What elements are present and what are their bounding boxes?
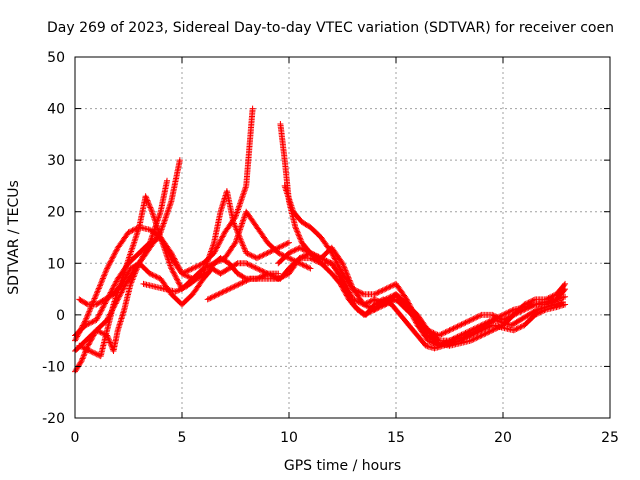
x-tick-label: 20	[494, 430, 512, 446]
series-track-6	[76, 260, 282, 308]
plot-frame	[74, 56, 611, 419]
data-marker-trail	[76, 260, 282, 308]
x-axis-title: GPS time / hours	[284, 458, 401, 474]
data-marker-trail	[275, 244, 569, 349]
data-marker-trail	[281, 182, 569, 349]
y-tick-label: 10	[47, 256, 65, 272]
y-tick-label: -20	[42, 411, 65, 427]
y-tick-label: -10	[42, 359, 65, 375]
y-tick-label: 30	[47, 153, 65, 169]
x-tick-label: 15	[387, 430, 405, 446]
y-axis-title: SDTVAR / TECUs	[6, 180, 22, 295]
y-tick-label: 40	[47, 102, 65, 118]
x-tick-label: 10	[280, 430, 298, 446]
grid	[75, 57, 610, 418]
x-tick-label: 5	[178, 430, 187, 446]
data-points	[72, 105, 569, 375]
x-tick-label: 0	[71, 430, 80, 446]
y-tick-label: 20	[47, 205, 65, 221]
chart-title: Day 269 of 2023, Sidereal Day-to-day VTE…	[47, 20, 614, 36]
y-tick-label: 0	[56, 308, 65, 324]
series-track-10	[281, 182, 569, 349]
y-tick-label: 50	[47, 50, 65, 66]
x-tick-label: 25	[601, 430, 619, 446]
series-track-11	[275, 244, 569, 349]
axis-ticks: 0 5 10 15 20 25 -20 -10 0 10 20 30 40 50	[42, 50, 619, 446]
